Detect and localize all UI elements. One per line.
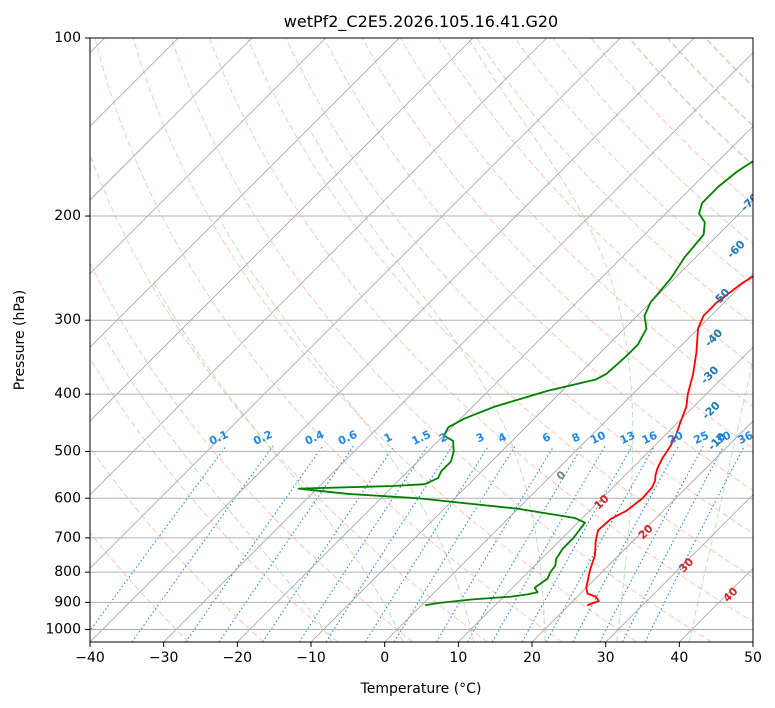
- isotherm-line: [90, 38, 621, 569]
- isotherm-line: [90, 38, 400, 348]
- mixing-ratio-label: 30: [714, 429, 734, 447]
- isotherm-line: [90, 38, 474, 422]
- dry-adiabat-line: [247, 38, 753, 578]
- background-lines: [90, 38, 753, 642]
- y-tick-label: 1000: [45, 621, 81, 637]
- moist-adiabat-line: [688, 356, 753, 642]
- mixing-ratio-label: 36: [736, 429, 756, 447]
- mixing-ratio-label: 16: [640, 429, 660, 447]
- mixing-ratio-line: [621, 445, 725, 642]
- y-tick-label: 600: [54, 490, 81, 506]
- y-axis-label: Pressure (hPa): [12, 290, 28, 390]
- x-tick-label: 40: [670, 650, 688, 666]
- dry-adiabat-line: [514, 38, 753, 285]
- isotherm-line: [90, 38, 253, 201]
- mixing-ratio-line: [298, 445, 429, 642]
- isotherm-line: [384, 273, 753, 642]
- dry-adiabat-line: [170, 38, 712, 642]
- chart-title: wetPf2_C2E5.2026.105.16.41.G20: [284, 12, 558, 32]
- x-tick-label: −20: [223, 650, 253, 666]
- dry-adiabat-line: [438, 38, 753, 366]
- x-tick-label: 20: [523, 650, 541, 666]
- plot-frame: [89, 37, 754, 643]
- dry-adiabat-line: [132, 38, 638, 642]
- x-tick-label: −40: [75, 650, 105, 666]
- y-tick-label: 300: [54, 312, 81, 328]
- isotherm-line: [90, 38, 326, 275]
- y-tick-label: 900: [54, 594, 81, 610]
- x-tick-label: 50: [744, 650, 762, 666]
- x-tick-label: 0: [380, 650, 389, 666]
- mixing-ratio-label: 25: [692, 429, 711, 447]
- isotherm-line: [531, 420, 753, 642]
- moist-adiabat-line: [103, 336, 333, 642]
- x-tick-label: 30: [597, 650, 615, 666]
- isotherm-line: [237, 125, 753, 642]
- profile-traces: [297, 160, 753, 607]
- isotherm-line: [605, 494, 753, 642]
- x-tick-label: −10: [296, 650, 326, 666]
- isotherm-line: [163, 52, 753, 642]
- isotherm-line: [90, 38, 695, 642]
- moist-adiabat-line: [220, 222, 475, 642]
- y-tick-label: 100: [54, 30, 81, 46]
- mixing-ratio-label: 10: [588, 429, 608, 447]
- isotherm-line: [310, 199, 753, 642]
- mixing-ratio-line: [325, 445, 453, 642]
- x-tick-label: −30: [149, 650, 179, 666]
- y-tick-label: 700: [54, 530, 81, 546]
- isotherm-line: [90, 38, 547, 496]
- dewpoint-trace: [297, 160, 753, 607]
- mixing-ratio-line: [131, 445, 274, 642]
- mixing-ratio-line: [521, 445, 633, 642]
- dry-adiabat-line: [209, 38, 753, 623]
- mixing-ratio-line: [644, 445, 745, 642]
- mixing-ratio-line: [364, 445, 489, 642]
- dry-adiabat-line: [90, 153, 488, 642]
- y-axis: 100 200 300 400 500 600 700 800 900 1000: [45, 30, 90, 637]
- x-axis: −40 −30 −20 −10 0 10 20 30 40 50: [75, 642, 762, 666]
- mixing-ratio-line: [545, 445, 655, 642]
- dry-adiabat-line: [399, 38, 753, 408]
- mixing-ratio-line: [218, 445, 354, 642]
- mixing-ratio-label: 20: [666, 429, 686, 447]
- y-tick-label: 200: [54, 208, 81, 224]
- dry-adiabat-line: [90, 446, 264, 642]
- mixing-ratio-label: 13: [618, 429, 637, 447]
- isotherm-line: [458, 346, 753, 642]
- mixing-ratio-line: [185, 445, 324, 642]
- y-tick-label: 800: [54, 564, 81, 580]
- mixing-ratio-line: [435, 445, 555, 642]
- y-tick-label: 500: [54, 443, 81, 459]
- mixing-ratio-line: [262, 445, 395, 642]
- temperature-trace: [585, 275, 753, 607]
- dry-adiabat-line: [90, 357, 339, 642]
- x-axis-label: Temperature (°C): [360, 681, 482, 697]
- mixing-ratio-line: [393, 445, 516, 642]
- y-tick-label: 400: [54, 386, 81, 402]
- x-tick-label: 10: [449, 650, 467, 666]
- dry-adiabat-line: [90, 531, 190, 642]
